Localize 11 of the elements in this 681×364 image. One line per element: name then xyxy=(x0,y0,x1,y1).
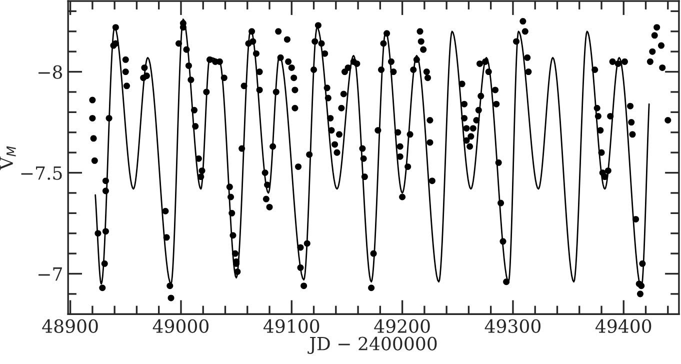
y-tick-label: −8 xyxy=(38,65,62,79)
x-tick-label: 49100 xyxy=(263,319,320,333)
x-tick-label: 49000 xyxy=(152,319,208,333)
y-axis-title: V$_{M}$ xyxy=(0,146,16,170)
x-tick-label: 49300 xyxy=(484,319,540,333)
x-tick-label: 48900 xyxy=(42,319,98,333)
x-tick-label: 49200 xyxy=(374,319,430,333)
y-tick-label: −7 xyxy=(38,267,62,281)
y-tick-label: −7.5 xyxy=(21,166,62,180)
x-axis-title: JD − 2400000 xyxy=(308,336,437,354)
x-tick-label: 49400 xyxy=(595,319,652,333)
